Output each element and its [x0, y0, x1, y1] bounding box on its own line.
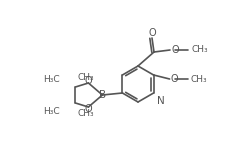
Text: O: O	[84, 76, 92, 86]
Text: CH₃: CH₃	[77, 72, 94, 82]
Text: CH₃: CH₃	[191, 74, 207, 83]
Text: O: O	[84, 104, 92, 114]
Text: B: B	[99, 90, 106, 100]
Text: N: N	[157, 96, 164, 106]
Text: H₃C: H₃C	[43, 106, 59, 115]
Text: CH₃: CH₃	[77, 109, 94, 117]
Text: O: O	[148, 28, 156, 38]
Text: O: O	[171, 74, 178, 84]
Text: O: O	[171, 45, 179, 55]
Text: CH₃: CH₃	[191, 45, 208, 54]
Text: H₃C: H₃C	[43, 74, 59, 83]
